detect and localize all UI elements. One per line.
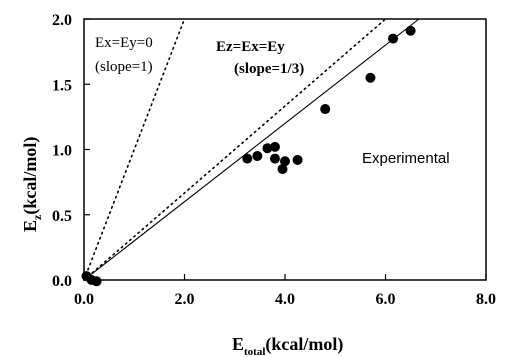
- annotation-experimental: Experimental: [362, 150, 450, 167]
- data-point: [91, 276, 102, 287]
- data-point: [405, 25, 416, 36]
- reference-line-dotted: [83, 18, 387, 281]
- annotation-slope1-label: Ex=Ey=0: [95, 35, 153, 51]
- annotation-slope1-note: (slope=1): [95, 59, 153, 75]
- data-point: [320, 104, 331, 115]
- data-point: [242, 153, 253, 164]
- data-point: [388, 33, 399, 44]
- y-axis-title: Ez(kcal/mol): [20, 137, 44, 232]
- x-tick-label: 6.0: [376, 291, 396, 308]
- data-point: [365, 72, 376, 83]
- reference-lines: [83, 18, 420, 281]
- data-point: [269, 153, 280, 164]
- ticks: 0.0 2.0 4.0 6.0 8.0 0.0 0.5 1.0 1.5 2.0: [52, 12, 496, 308]
- data-point: [252, 151, 263, 162]
- y-tick-label: 2.0: [52, 12, 72, 29]
- y-tick-label: 1.0: [52, 143, 72, 160]
- data-point: [277, 164, 288, 175]
- data-point: [292, 154, 303, 165]
- data-point: [280, 156, 290, 167]
- annotation-slope13-note: (slope=1/3): [234, 61, 304, 77]
- x-tick-label: 0.0: [74, 291, 94, 308]
- annotation-slope13-label: Ez=Ex=Ey: [216, 39, 285, 55]
- data-points: [81, 25, 416, 287]
- x-axis-title: Etotal(kcal/mol): [232, 334, 343, 357]
- y-tick-label: 0.5: [52, 208, 72, 225]
- reference-line-dotted: [83, 18, 186, 281]
- x-tick-label: 2.0: [175, 291, 195, 308]
- reference-line-fit: [83, 18, 420, 281]
- data-point: [262, 143, 273, 154]
- y-tick-label: 0.0: [52, 273, 72, 290]
- x-tick-label: 8.0: [476, 291, 496, 308]
- data-point: [269, 141, 280, 152]
- y-tick-label: 1.5: [52, 77, 72, 94]
- x-tick-label: 4.0: [275, 291, 295, 308]
